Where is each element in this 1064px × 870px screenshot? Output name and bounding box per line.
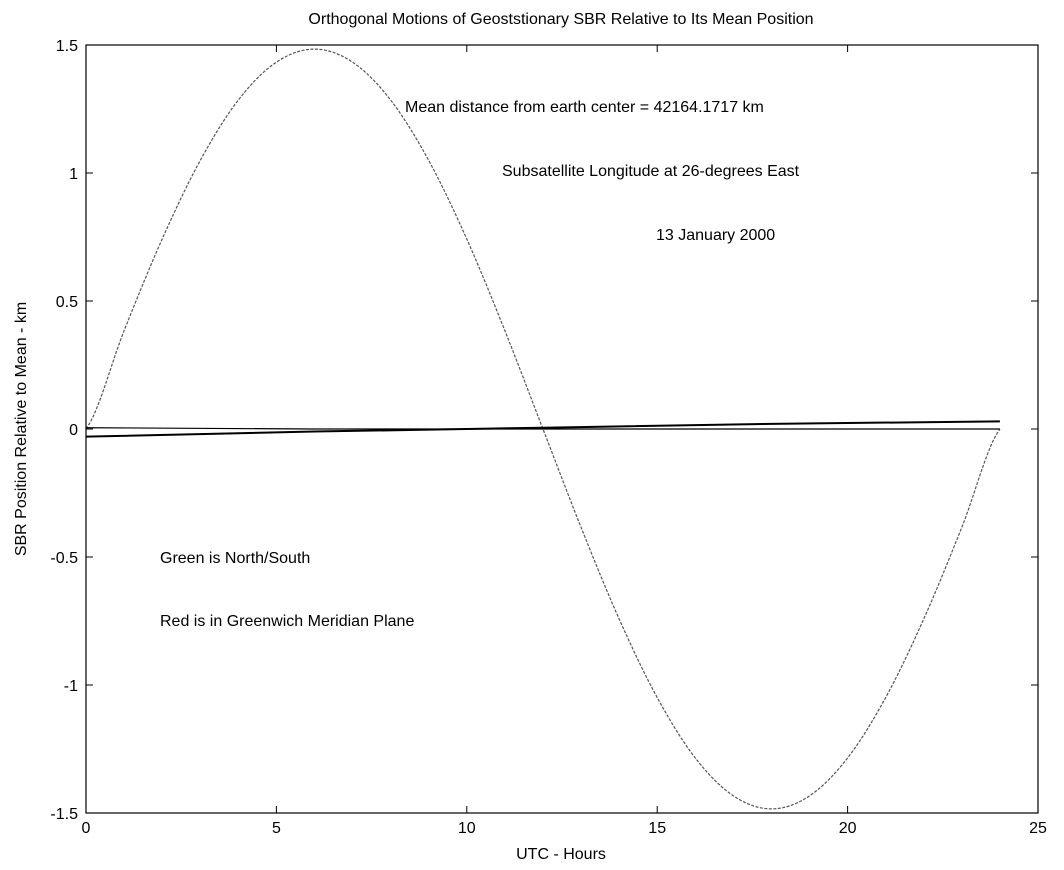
y-axis-label: SBR Position Relative to Mean - km xyxy=(13,302,30,556)
x-tick-label: 10 xyxy=(458,820,476,837)
x-tick-label: 25 xyxy=(1029,820,1047,837)
plot-frame xyxy=(85,44,1039,814)
x-tick-label: 5 xyxy=(272,820,281,837)
annotation-green-legend: Green is North/South xyxy=(160,550,310,567)
y-tick-label: 1 xyxy=(69,166,78,183)
x-tick-label: 15 xyxy=(648,820,666,837)
series-line-meridian-plane xyxy=(85,427,1000,430)
annotation-date: 13 January 2000 xyxy=(656,227,775,244)
y-tick-label: 0 xyxy=(69,422,78,439)
annotation-red-legend: Red is in Greenwich Meridian Plane xyxy=(160,613,414,630)
series-line-north-south xyxy=(85,420,1000,438)
x-tick-label: 0 xyxy=(82,820,91,837)
annotation-subsatellite-longitude: Subsatellite Longitude at 26-degrees Eas… xyxy=(502,163,800,180)
y-tick-label: -1.5 xyxy=(50,806,78,823)
series-layer xyxy=(85,48,1001,810)
y-tick-label: 0.5 xyxy=(56,294,78,311)
annotation-mean-distance: Mean distance from earth center = 42164.… xyxy=(405,99,764,116)
y-tick-label: -1 xyxy=(64,678,78,695)
x-tick-label: 20 xyxy=(839,820,857,837)
y-tick-label: -0.5 xyxy=(50,550,78,567)
x-axis-label: UTC - Hours xyxy=(516,846,606,863)
axis-layer: 0 5 10 15 20 25 -1.5 -1 -0.5 0 0.5 1 1.5 xyxy=(50,38,1047,837)
y-tick-label: 1.5 xyxy=(56,38,78,55)
series-line-sinusoid xyxy=(85,48,1001,810)
chart-title: Orthogonal Motions of Geoststionary SBR … xyxy=(308,11,813,28)
